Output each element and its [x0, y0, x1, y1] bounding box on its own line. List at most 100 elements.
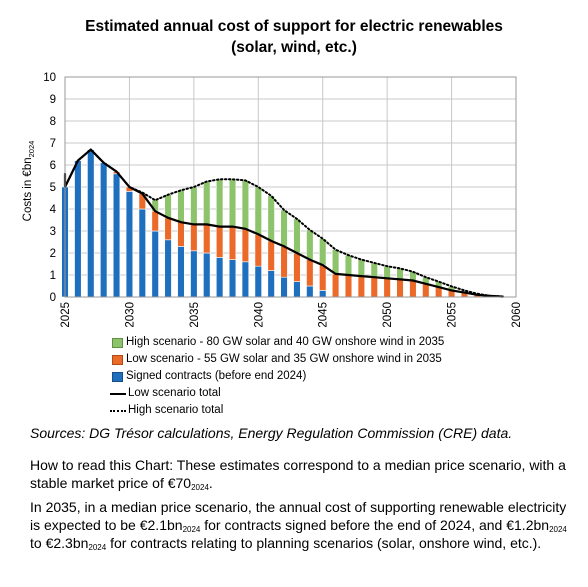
legend-swatch-low [112, 354, 123, 365]
bar-low-2053 [422, 283, 430, 298]
chart-canvas: 0 1 2 3 4 5 6 7 8 9 10 2025 2030 2035 2040 2045 2050 2055… [22, 72, 523, 328]
note2-text-d: for contracts relating to planning scena… [106, 535, 542, 551]
bar-signed-2030 [125, 191, 134, 298]
bar-low-2048 [357, 275, 366, 298]
bar-signed-2031 [138, 208, 146, 298]
note2-text-b: for contracts signed before the end of 2… [200, 517, 550, 533]
bar-signed-2035 [190, 250, 198, 298]
note1-sub: 2024 [191, 483, 209, 492]
bar-signed-2027 [87, 149, 95, 298]
legend-swatch-high [112, 337, 123, 348]
line-low-total [63, 148, 504, 298]
bar-high-2041 [267, 195, 275, 242]
bar-low-2033 [164, 217, 172, 241]
bar-low-2035 [190, 224, 198, 252]
bar-low-2051 [396, 279, 404, 298]
y-tick-label-10: 10 [43, 72, 56, 84]
legend: High scenario - 80 GW solar and 40 GW on… [110, 334, 444, 419]
bar-signed-2044 [306, 285, 314, 298]
y-tick-label-7: 7 [50, 138, 56, 150]
bar-high-2047 [344, 254, 353, 276]
bar-signed-2039 [241, 261, 250, 298]
chart-title-line-2: (solar, wind, etc.) [231, 39, 357, 56]
bar-low-2044 [306, 259, 314, 287]
chart-title-line-1: Estimated annual cost of support for ele… [85, 18, 503, 35]
y-tick-label-6: 6 [50, 160, 56, 172]
bar-low-2038 [228, 226, 237, 260]
bar-signed-2028 [100, 162, 108, 298]
total-lines [63, 148, 505, 298]
bar-signed-2034 [177, 246, 185, 298]
bar-low-2047 [344, 274, 353, 298]
how-to-read-note: How to read this Chart: These estimates … [30, 456, 570, 492]
plot-frame [64, 76, 517, 298]
bar-signed-2043 [293, 281, 301, 298]
bar-signed-2041 [267, 270, 275, 298]
bar-high-2044 [306, 229, 314, 260]
x-tick-label-2055: 2055 [447, 302, 459, 328]
legend-line-low-total [110, 392, 126, 395]
axes: 0 1 2 3 4 5 6 7 8 9 10 2025 2030 2035 2040 2045 2050 2055… [43, 72, 523, 328]
bar-high-2039 [241, 180, 250, 230]
bar-high-2051 [396, 268, 404, 280]
legend-item-low: Low scenario - 55 GW solar and 35 GW ons… [112, 351, 444, 368]
legend-item-signed: Signed contracts (before end 2024) [112, 368, 444, 385]
legend-label-low: Low scenario - 55 GW solar and 35 GW ons… [126, 353, 442, 365]
bar-signed-2040 [254, 265, 262, 298]
bar-low-2049 [370, 276, 378, 298]
note2-sub-3: 2024 [88, 543, 107, 552]
bar-signed-2026 [74, 160, 82, 298]
x-tick-label-2040: 2040 [253, 302, 265, 328]
in-2035-note: In 2035, in a median price scenario, the… [30, 498, 570, 552]
bar-low-2037 [215, 226, 224, 258]
note2-text-c: to €2.3bn [30, 535, 89, 551]
bar-signed-2042 [280, 276, 288, 298]
legend-swatch-signed [112, 371, 123, 382]
y-axis-label: Costs in €bn2024 [22, 141, 36, 222]
y-tick-label-0: 0 [50, 292, 56, 304]
y-tick-label-1: 1 [50, 270, 56, 282]
legend-label-low-total: Low scenario total [128, 387, 221, 399]
y-tick-label-4: 4 [50, 204, 57, 216]
legend-label-high-total: High scenario total [128, 404, 224, 416]
legend-label-high: High scenario - 80 GW solar and 40 GW on… [126, 336, 445, 348]
bar-signed-2029 [112, 173, 121, 298]
bar-low-2041 [267, 240, 275, 271]
bar-high-2035 [190, 186, 198, 225]
y-axis-label-main: Costs in €bn [22, 157, 34, 221]
bar-high-2043 [293, 218, 301, 254]
bar-signed-2036 [203, 252, 211, 298]
bar-low-2034 [177, 221, 185, 247]
bar-low-2032 [151, 210, 159, 232]
bar-high-2048 [357, 259, 366, 277]
note1-text-a: How to read this Chart: These estimates … [30, 457, 566, 491]
x-tick-label-2025: 2025 [60, 302, 72, 328]
note2-sub-2: 2024 [549, 525, 567, 534]
bar-high-2049 [370, 262, 378, 278]
bar-signed-2045 [319, 290, 327, 298]
legend-line-high-total [110, 409, 126, 412]
y-axis-label-sub: 2024 [27, 141, 36, 158]
legend-item-high: High scenario - 80 GW solar and 40 GW on… [112, 334, 444, 351]
bar-high-2038 [228, 179, 237, 227]
note2-text-a: In 2035, in a median price scenario, the… [30, 499, 567, 533]
bar-signed-2037 [215, 257, 224, 298]
chart-title: Estimated annual cost of support for ele… [0, 16, 588, 58]
bar-signed-2032 [151, 230, 159, 298]
bar-low-2046 [331, 273, 340, 298]
bar-high-2040 [254, 186, 262, 235]
bar-high-2037 [215, 179, 224, 227]
legend-item-low-total: Low scenario total [110, 385, 444, 402]
x-tick-label-2045: 2045 [318, 302, 330, 328]
bar-low-2040 [254, 234, 262, 267]
bar-high-2046 [331, 249, 340, 275]
bar-low-2050 [383, 277, 391, 298]
legend-item-high-total: High scenario total [110, 402, 444, 419]
bar-low-2052 [409, 280, 417, 298]
legend-label-signed: Signed contracts (before end 2024) [126, 370, 307, 382]
y-tick-label-8: 8 [50, 116, 56, 128]
y-tick-label-5: 5 [50, 182, 56, 194]
bar-high-2036 [203, 181, 211, 225]
x-tick-label-2050: 2050 [382, 302, 394, 328]
bar-high-2042 [280, 209, 288, 247]
